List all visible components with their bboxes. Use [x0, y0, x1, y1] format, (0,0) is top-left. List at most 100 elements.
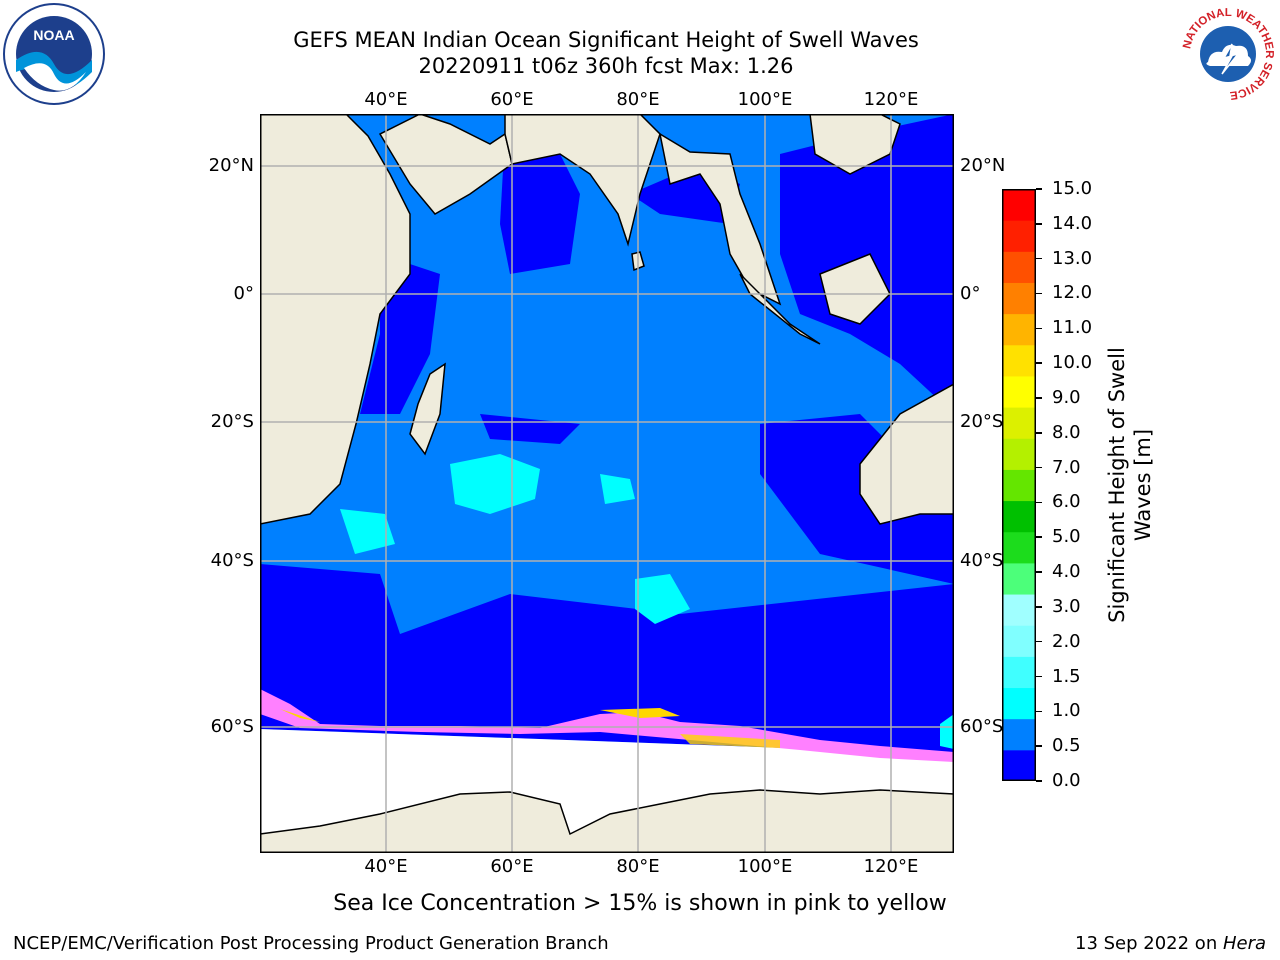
colorbar-tick: [1036, 536, 1042, 538]
india-landmass: [504, 113, 661, 247]
colorbar-tick: [1036, 571, 1042, 573]
colorbar-swatch-10: [1002, 438, 1036, 470]
lat-tick-right-40s: 40°S: [960, 550, 1004, 571]
colorbar-tick: [1036, 188, 1042, 190]
colorbar-tick: [1036, 780, 1042, 782]
nws-logo: NATIONAL WEATHER SERVICE: [1178, 4, 1278, 104]
swell-height-map: [259, 113, 955, 854]
colorbar-level-label: 9.0: [1052, 386, 1081, 408]
colorbar: [1002, 189, 1036, 782]
lat-tick-left-0: 0°: [233, 283, 254, 304]
lat-tick-right-20s: 20°S: [960, 411, 1004, 432]
colorbar-swatch-3: [1002, 656, 1036, 689]
colorbar-frame: [1002, 189, 1036, 781]
colorbar-level-label: 8.0: [1052, 421, 1081, 443]
colorbar-swatch-5: [1002, 594, 1036, 626]
colorbar-swatch-12: [1002, 375, 1036, 408]
colorbar-swatch-7: [1002, 531, 1036, 564]
graticule: [260, 114, 954, 853]
madagascar-landmass: [409, 362, 446, 456]
colorbar-tick: [1036, 432, 1042, 434]
map-frame: [260, 114, 954, 853]
colorbar-swatch-14: [1002, 313, 1036, 346]
colorbar-swatch-1: [1002, 718, 1036, 751]
colorbar-tick: [1036, 640, 1042, 643]
generation-date-text: 13 Sep 2022 on: [1075, 933, 1223, 954]
moderate-swell-regions: [340, 454, 954, 749]
colorbar-level-label: 3.0: [1052, 595, 1081, 617]
lon-tick-top-80e: 80°E: [616, 89, 660, 110]
borneo-landmass: [819, 253, 891, 325]
lat-tick-left-60s: 60°S: [210, 716, 254, 737]
colorbar-tick: [1036, 292, 1042, 295]
colorbar-swatches: [1002, 189, 1036, 782]
colorbar-level-label: 6.0: [1052, 491, 1081, 513]
colorbar-level-label: 11.0: [1052, 317, 1093, 339]
sea-ice-footnote: Sea Ice Concentration > 15% is shown in …: [333, 891, 947, 916]
noaa-logo-text: NOAA: [33, 27, 74, 43]
lat-tick-right-20n: 20°N: [960, 155, 1006, 176]
colorbar-swatch-9: [1002, 469, 1036, 502]
colorbar-level-label: 14.0: [1052, 212, 1093, 234]
noaa-logo: NOAA: [2, 2, 106, 106]
lat-tick-left-40s: 40°S: [210, 550, 254, 571]
chart-subtitle: 20220911 t06z 360h fcst Max: 1.26: [418, 54, 794, 78]
map-panel: [259, 113, 955, 854]
colorbar-level-label: 13.0: [1052, 247, 1093, 269]
producer-credit: NCEP/EMC/Verification Post Processing Pr…: [13, 933, 609, 954]
colorbar-title-line1: Significant Height of Swell: [1105, 347, 1129, 623]
colorbar-level-label: 0.0: [1052, 770, 1081, 791]
australia-landmass: [859, 382, 955, 525]
colorbar-title-line2: Waves [m]: [1131, 428, 1155, 542]
colorbar-swatch-6: [1002, 562, 1036, 595]
colorbar-swatch-17: [1002, 220, 1036, 252]
lat-tick-right-0: 0°: [960, 283, 981, 304]
colorbar-tick: [1036, 710, 1042, 713]
lon-tick-top-40e: 40°E: [364, 89, 408, 110]
chart-title: GEFS MEAN Indian Ocean Significant Heigh…: [293, 28, 919, 52]
arabia-landmass: [378, 113, 513, 215]
lon-tick-top-100e: 100°E: [737, 89, 793, 110]
colorbar-tick: [1036, 223, 1042, 225]
colorbar-tick: [1036, 362, 1042, 364]
lon-tick-top-60e: 60°E: [490, 89, 534, 110]
colorbar-swatch-2: [1002, 687, 1036, 720]
colorbar-tick: [1036, 606, 1042, 608]
colorbar-swatch-18: [1002, 189, 1036, 221]
colorbar-tick: [1036, 745, 1042, 747]
colorbar-swatch-13: [1002, 344, 1036, 377]
colorbar-level-label: 10.0: [1052, 352, 1093, 374]
colorbar-level-label: 2.0: [1052, 630, 1081, 652]
colorbar-level-label: 5.0: [1052, 526, 1081, 548]
colorbar-level-label: 12.0: [1052, 282, 1093, 304]
lon-tick-bottom-40e: 40°E: [364, 856, 408, 877]
colorbar-tick: [1036, 675, 1042, 678]
sea-ice-band: [260, 689, 954, 762]
lon-tick-bottom-120e: 120°E: [863, 856, 919, 877]
colorbar-tick: [1036, 501, 1042, 504]
colorbar-title: Significant Height of Swell Waves [m]: [1104, 335, 1156, 635]
colorbar-tick: [1036, 257, 1042, 260]
colorbar-swatch-0: [1002, 749, 1036, 782]
lon-tick-bottom-80e: 80°E: [616, 856, 660, 877]
colorbar-level-label: 1.5: [1052, 665, 1081, 687]
colorbar-level-label: 4.0: [1052, 561, 1081, 583]
colorbar-swatch-11: [1002, 407, 1036, 439]
sumatra-landmass: [739, 273, 821, 345]
lat-tick-right-60s: 60°S: [960, 716, 1004, 737]
lon-tick-bottom-100e: 100°E: [737, 856, 793, 877]
colorbar-tick: [1036, 327, 1042, 330]
colorbar-level-label: 7.0: [1052, 456, 1081, 478]
lon-tick-bottom-60e: 60°E: [490, 856, 534, 877]
colorbar-tick: [1036, 397, 1042, 399]
colorbar-swatch-4: [1002, 625, 1036, 657]
colorbar-swatch-15: [1002, 282, 1036, 315]
colorbar-tick: [1036, 466, 1042, 469]
colorbar-swatch-16: [1002, 251, 1036, 283]
lon-tick-top-120e: 120°E: [863, 89, 919, 110]
host-name: Hera: [1222, 933, 1266, 954]
colorbar-level-label: 1.0: [1052, 700, 1081, 722]
colorbar-swatch-8: [1002, 500, 1036, 533]
lat-tick-left-20s: 20°S: [210, 411, 254, 432]
lat-tick-left-20n: 20°N: [208, 155, 254, 176]
